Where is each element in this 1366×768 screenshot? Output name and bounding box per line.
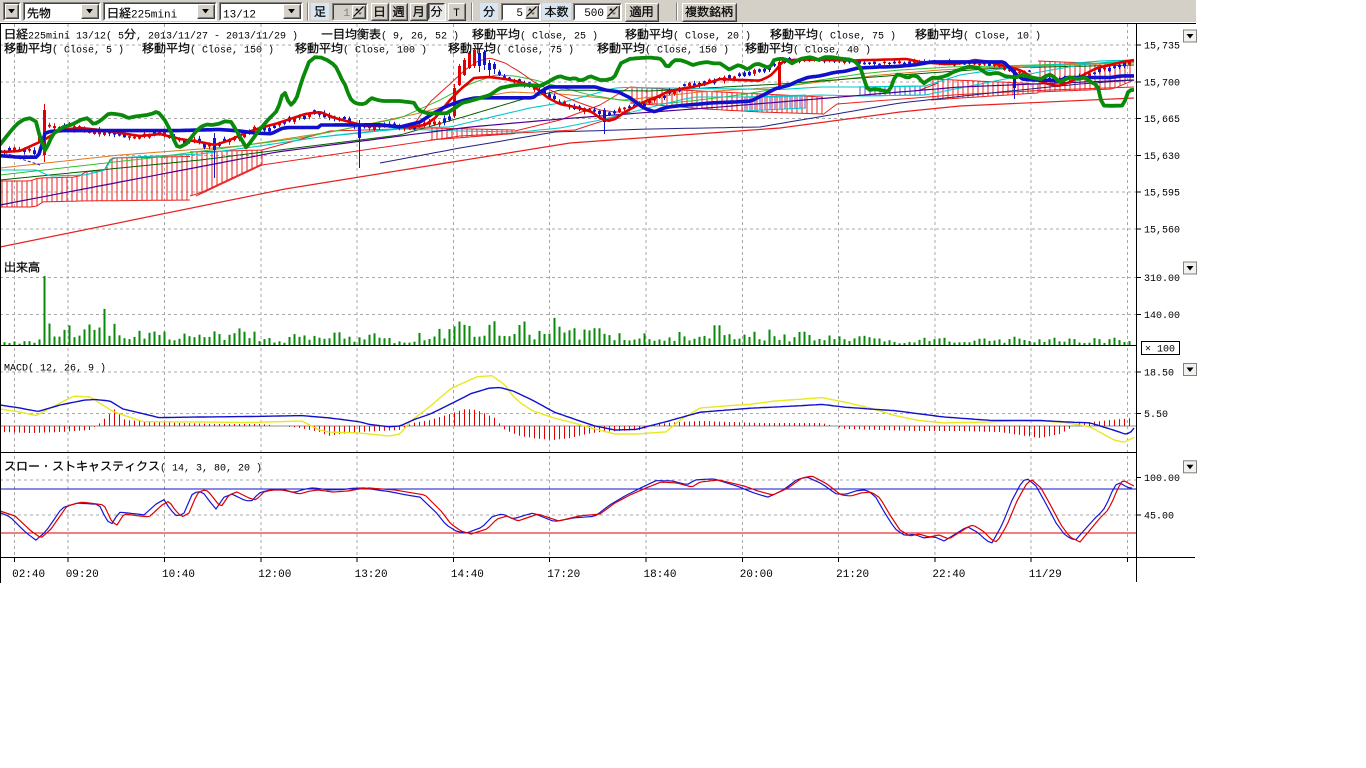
svg-text:( Close, 100 ): ( Close, 100 ) [343,45,427,57]
svg-text:21:20: 21:20 [836,569,869,581]
svg-text:02:40: 02:40 [12,569,45,581]
svg-text:1: 1 [343,8,350,20]
svg-text:100.00: 100.00 [1144,474,1180,485]
svg-text:, 2013/11/27 - 2013/11/29 ): , 2013/11/27 - 2013/11/29 ) [136,31,298,43]
svg-text:15,665: 15,665 [1144,115,1180,126]
svg-text:15,595: 15,595 [1144,189,1180,200]
svg-text:09:20: 09:20 [66,569,99,581]
svg-text:( 9, 26, 52 ): ( 9, 26, 52 ) [381,31,459,43]
svg-text:225mini 13/12( 5: 225mini 13/12( 5 [28,31,124,43]
svg-text:( Close, 75 ): ( Close, 75 ) [496,45,574,57]
svg-text:18:40: 18:40 [644,569,677,581]
svg-text:225mini: 225mini [131,10,178,22]
svg-text:( Close, 25 ): ( Close, 25 ) [520,31,598,43]
svg-text:( Close, 10 ): ( Close, 10 ) [963,31,1041,43]
svg-text:45.00: 45.00 [1144,511,1174,522]
svg-text:140.00: 140.00 [1144,311,1180,322]
svg-text:13/12: 13/12 [223,10,256,22]
svg-text:100: 100 [1157,345,1175,356]
svg-text:15,700: 15,700 [1144,78,1180,89]
svg-text:12:00: 12:00 [258,569,291,581]
svg-text:10:40: 10:40 [162,569,195,581]
svg-text:20:00: 20:00 [740,569,773,581]
svg-text:17:20: 17:20 [547,569,580,581]
svg-text:( Close, 20 ): ( Close, 20 ) [673,31,751,43]
svg-text:( Close, 5 ): ( Close, 5 ) [52,45,124,57]
svg-text:5: 5 [516,8,523,20]
svg-text:MACD( 12, 26, 9 ): MACD( 12, 26, 9 ) [4,363,106,375]
svg-text:14:40: 14:40 [451,569,484,581]
svg-text:( Close, 150 ): ( Close, 150 ) [645,45,729,57]
svg-text:( 14, 3, 80, 20 ): ( 14, 3, 80, 20 ) [160,463,262,475]
svg-text:310.00: 310.00 [1144,274,1180,285]
svg-text:22:40: 22:40 [932,569,965,581]
svg-text:( Close, 75 ): ( Close, 75 ) [818,31,896,43]
svg-text:( Close, 40 ): ( Close, 40 ) [793,45,871,57]
svg-text:( Close, 150 ): ( Close, 150 ) [190,45,274,57]
svg-text:500: 500 [584,8,604,20]
svg-text:18.50: 18.50 [1144,369,1174,380]
svg-text:13:20: 13:20 [355,569,388,581]
svg-text:11/29: 11/29 [1029,569,1062,581]
svg-text:15,560: 15,560 [1144,226,1180,237]
svg-text:5.50: 5.50 [1144,410,1168,421]
svg-text:15,735: 15,735 [1144,42,1180,53]
svg-text:15,630: 15,630 [1144,152,1180,163]
svg-text:×: × [1145,345,1151,356]
svg-text:T: T [453,8,460,20]
